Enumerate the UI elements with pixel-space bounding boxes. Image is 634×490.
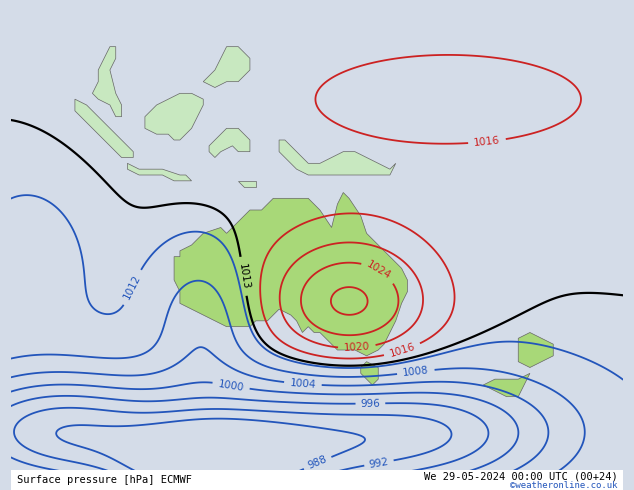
Text: ©weatheronline.co.uk: ©weatheronline.co.uk xyxy=(510,481,618,490)
Polygon shape xyxy=(145,93,204,140)
Polygon shape xyxy=(483,373,530,397)
Bar xyxy=(11,469,623,490)
Text: 1016: 1016 xyxy=(388,342,417,359)
Text: 988: 988 xyxy=(306,454,328,471)
Polygon shape xyxy=(174,193,408,356)
Polygon shape xyxy=(209,128,250,157)
Text: 996: 996 xyxy=(117,480,138,490)
Text: 1004: 1004 xyxy=(289,378,316,390)
Text: 1016: 1016 xyxy=(474,135,501,148)
Text: Surface pressure [hPa] ECMWF: Surface pressure [hPa] ECMWF xyxy=(16,475,191,485)
Text: 1012: 1012 xyxy=(122,273,143,301)
Text: 1013: 1013 xyxy=(236,263,250,290)
Polygon shape xyxy=(238,181,256,187)
Text: 996: 996 xyxy=(360,398,380,409)
Text: 1008: 1008 xyxy=(402,366,429,378)
Polygon shape xyxy=(204,47,250,88)
Polygon shape xyxy=(279,140,396,175)
Polygon shape xyxy=(127,163,191,181)
Polygon shape xyxy=(93,47,122,117)
Text: 1024: 1024 xyxy=(365,260,393,282)
Polygon shape xyxy=(518,333,553,368)
Polygon shape xyxy=(75,99,133,157)
Text: 1000: 1000 xyxy=(217,379,245,392)
Text: 1020: 1020 xyxy=(344,342,370,353)
Polygon shape xyxy=(361,362,378,385)
Text: 1000: 1000 xyxy=(49,475,76,490)
Text: We 29-05-2024 00:00 UTC (00+24): We 29-05-2024 00:00 UTC (00+24) xyxy=(424,472,618,482)
Text: 992: 992 xyxy=(368,456,389,469)
